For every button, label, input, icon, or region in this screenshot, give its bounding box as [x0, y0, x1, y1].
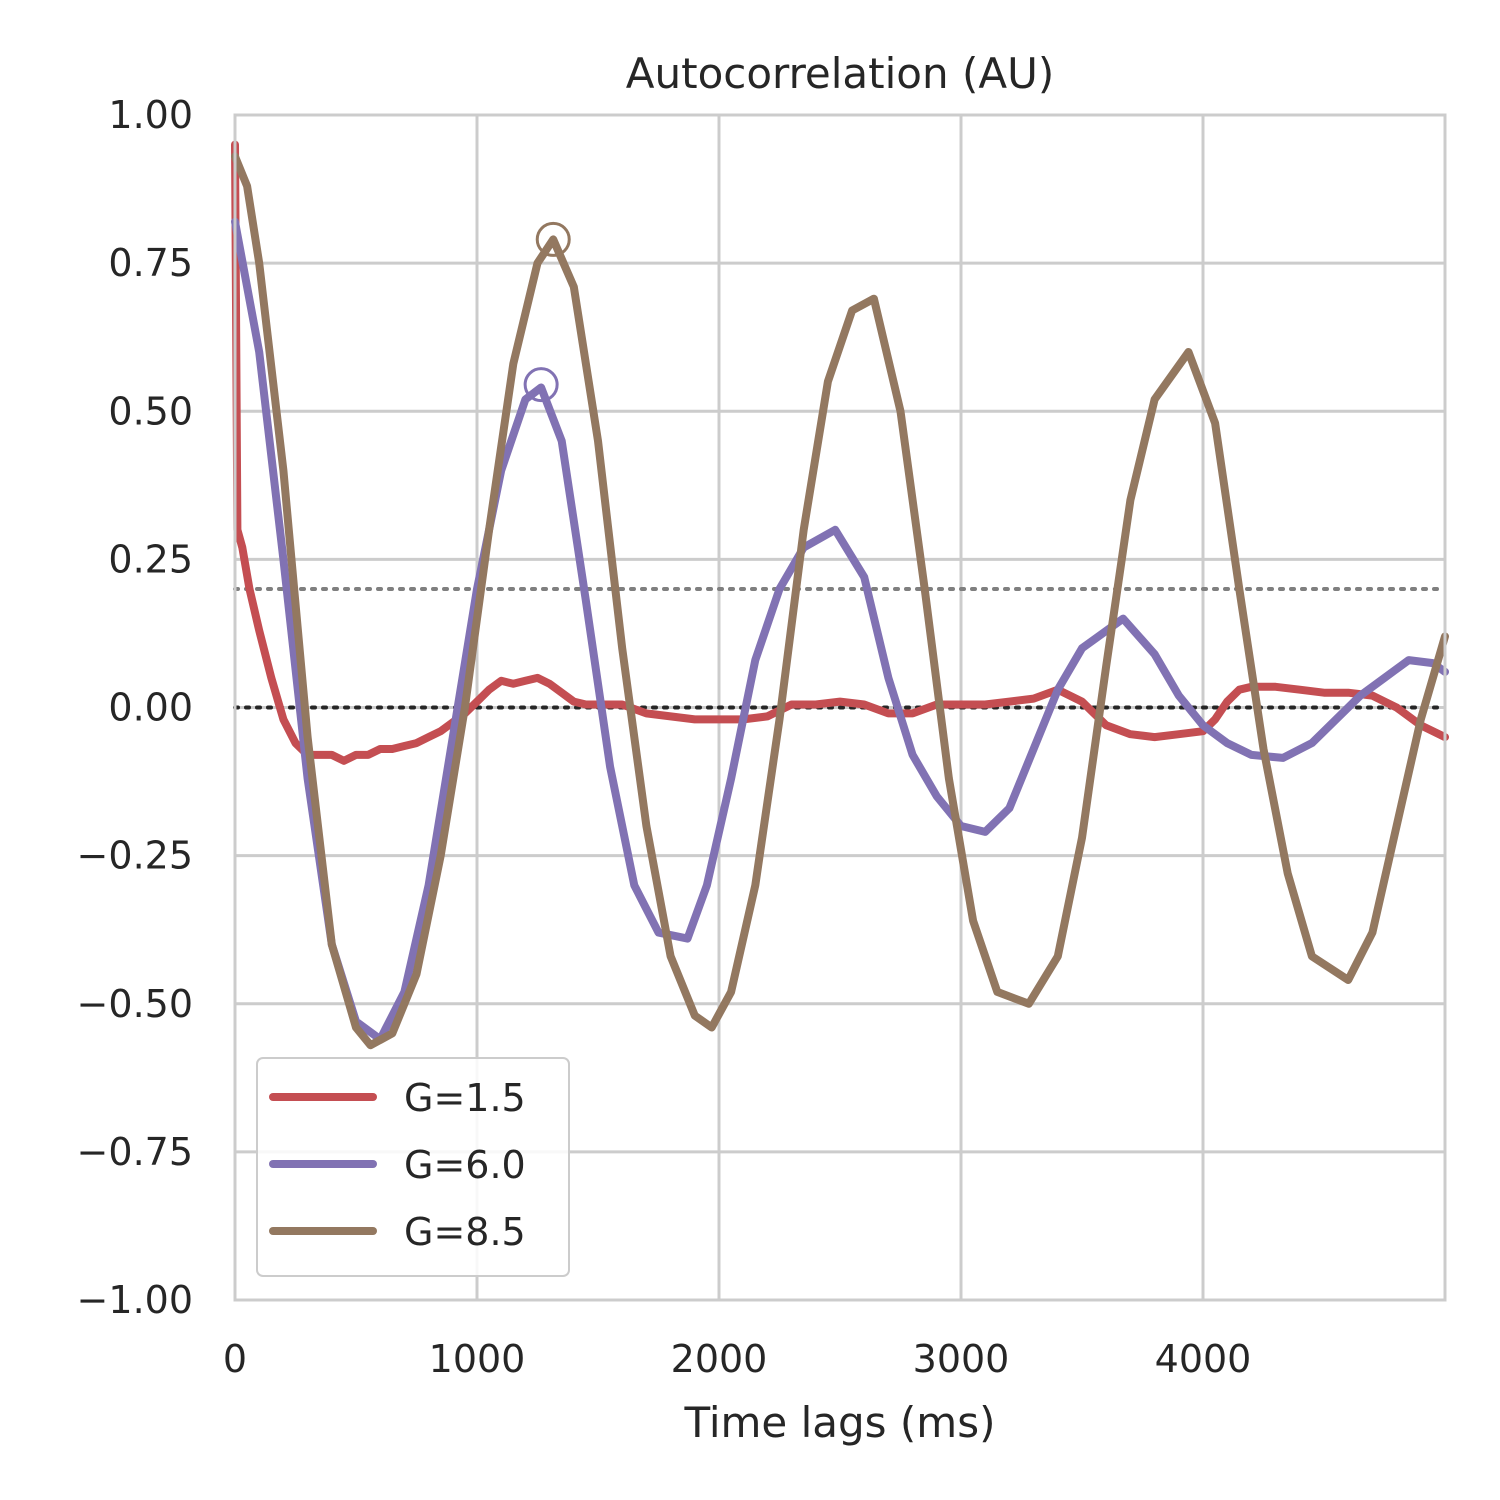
y-tick-label-1: 0.75	[108, 241, 193, 285]
y-tick-label-0: 1.00	[108, 93, 193, 137]
y-tick-label-8: −1.00	[77, 1278, 193, 1322]
y-tick-label-7: −0.75	[77, 1130, 193, 1174]
y-tick-label-6: −0.50	[77, 982, 193, 1026]
y-tick-label-2: 0.50	[108, 389, 193, 433]
reference-lines	[233, 587, 1447, 710]
x-tick-label-2: 2000	[671, 1337, 768, 1381]
series-line-2	[231, 152, 1449, 1050]
x-tick-label-3: 3000	[913, 1337, 1010, 1381]
series-lines	[231, 140, 1449, 1050]
x-tick-labels: 0 1000 2000 3000 4000	[223, 1337, 1251, 1381]
x-axis-label: Time lags (ms)	[683, 1398, 995, 1447]
plot-frame	[233, 113, 1447, 1302]
legend-box	[256, 1057, 570, 1277]
chart-title: Autocorrelation (AU)	[626, 49, 1054, 98]
legend-label-0: G=1.5	[404, 1076, 526, 1120]
peak-marker-0	[523, 367, 559, 403]
peak-markers	[523, 221, 571, 403]
y-tick-label-5: −0.25	[77, 834, 193, 878]
x-tick-label-4: 4000	[1155, 1337, 1252, 1381]
x-tick-label-1: 1000	[429, 1337, 526, 1381]
y-tick-labels: 1.00 0.75 0.50 0.25 0.00 −0.25 −0.50 −0.75 −1.00	[77, 93, 193, 1322]
y-tick-label-3: 0.25	[108, 537, 193, 581]
y-tick-label-4: 0.00	[108, 686, 193, 730]
legend-label-2: G=8.5	[404, 1210, 526, 1254]
x-tick-label-0: 0	[223, 1337, 247, 1381]
peak-marker-1	[535, 221, 571, 257]
legend: G=1.5 G=6.0 G=8.5	[256, 1057, 570, 1277]
legend-label-1: G=6.0	[404, 1143, 526, 1187]
series-line-1	[231, 217, 1449, 1044]
